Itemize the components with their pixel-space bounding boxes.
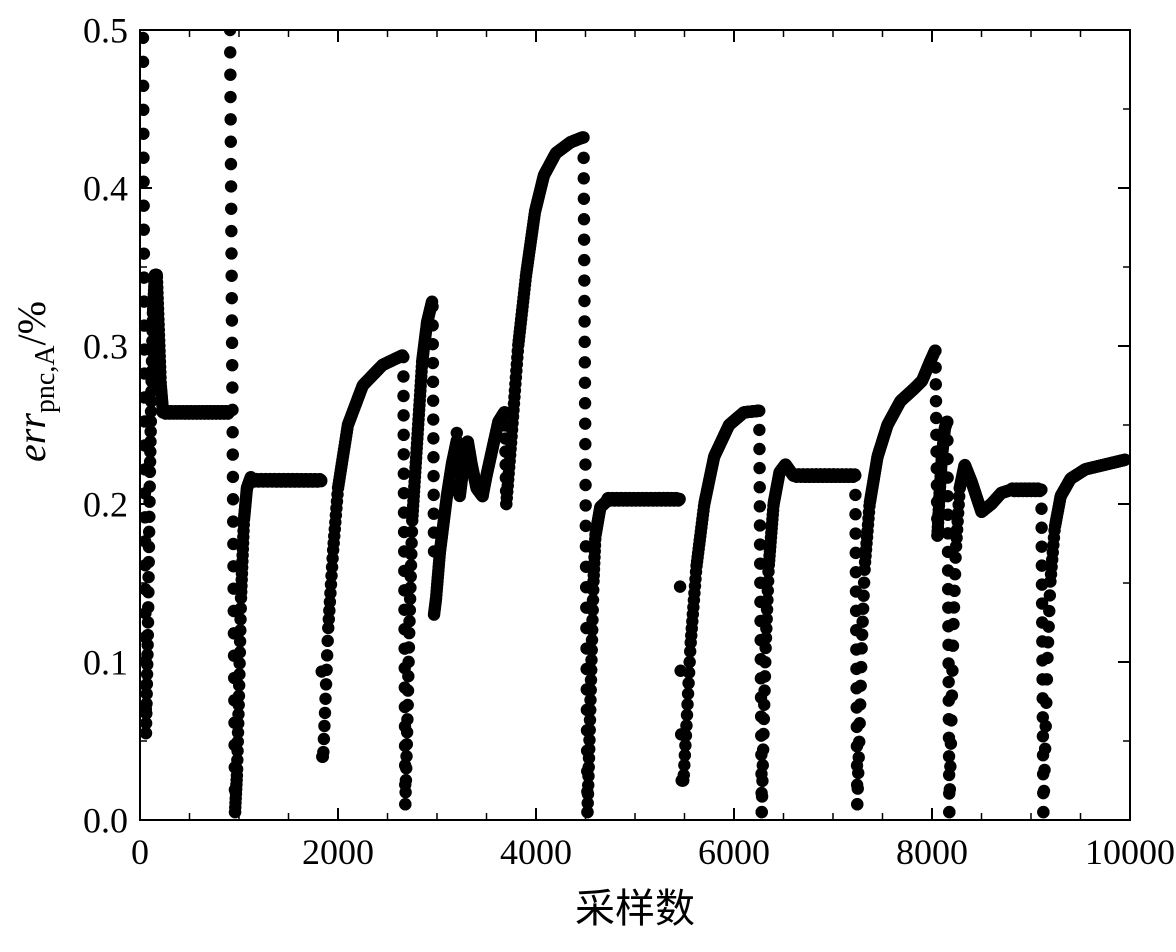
svg-text:0.4: 0.4 <box>83 169 128 209</box>
svg-text:0.2: 0.2 <box>83 485 128 525</box>
svg-text:0.0: 0.0 <box>83 801 128 841</box>
chart-svg: 0 2000 4000 6000 8000 10000 0.0 0.1 0.2 0.3 0.4 0.5… <box>0 0 1176 952</box>
svg-text:10000: 10000 <box>1085 832 1175 872</box>
svg-text:6000: 6000 <box>698 832 770 872</box>
svg-text:0.1: 0.1 <box>83 643 128 683</box>
svg-text:0.5: 0.5 <box>83 11 128 51</box>
svg-text:8000: 8000 <box>896 832 968 872</box>
svg-text:4000: 4000 <box>500 832 572 872</box>
y-axis-label: errpnc,A/% <box>8 402 62 462</box>
scatter-chart: 0 2000 4000 6000 8000 10000 0.0 0.1 0.2 0.3 0.4 0.5… <box>0 0 1176 952</box>
svg-text:0: 0 <box>131 832 149 872</box>
svg-text:采样数: 采样数 <box>575 886 695 931</box>
svg-text:0.3: 0.3 <box>83 327 128 367</box>
svg-text:2000: 2000 <box>302 832 374 872</box>
